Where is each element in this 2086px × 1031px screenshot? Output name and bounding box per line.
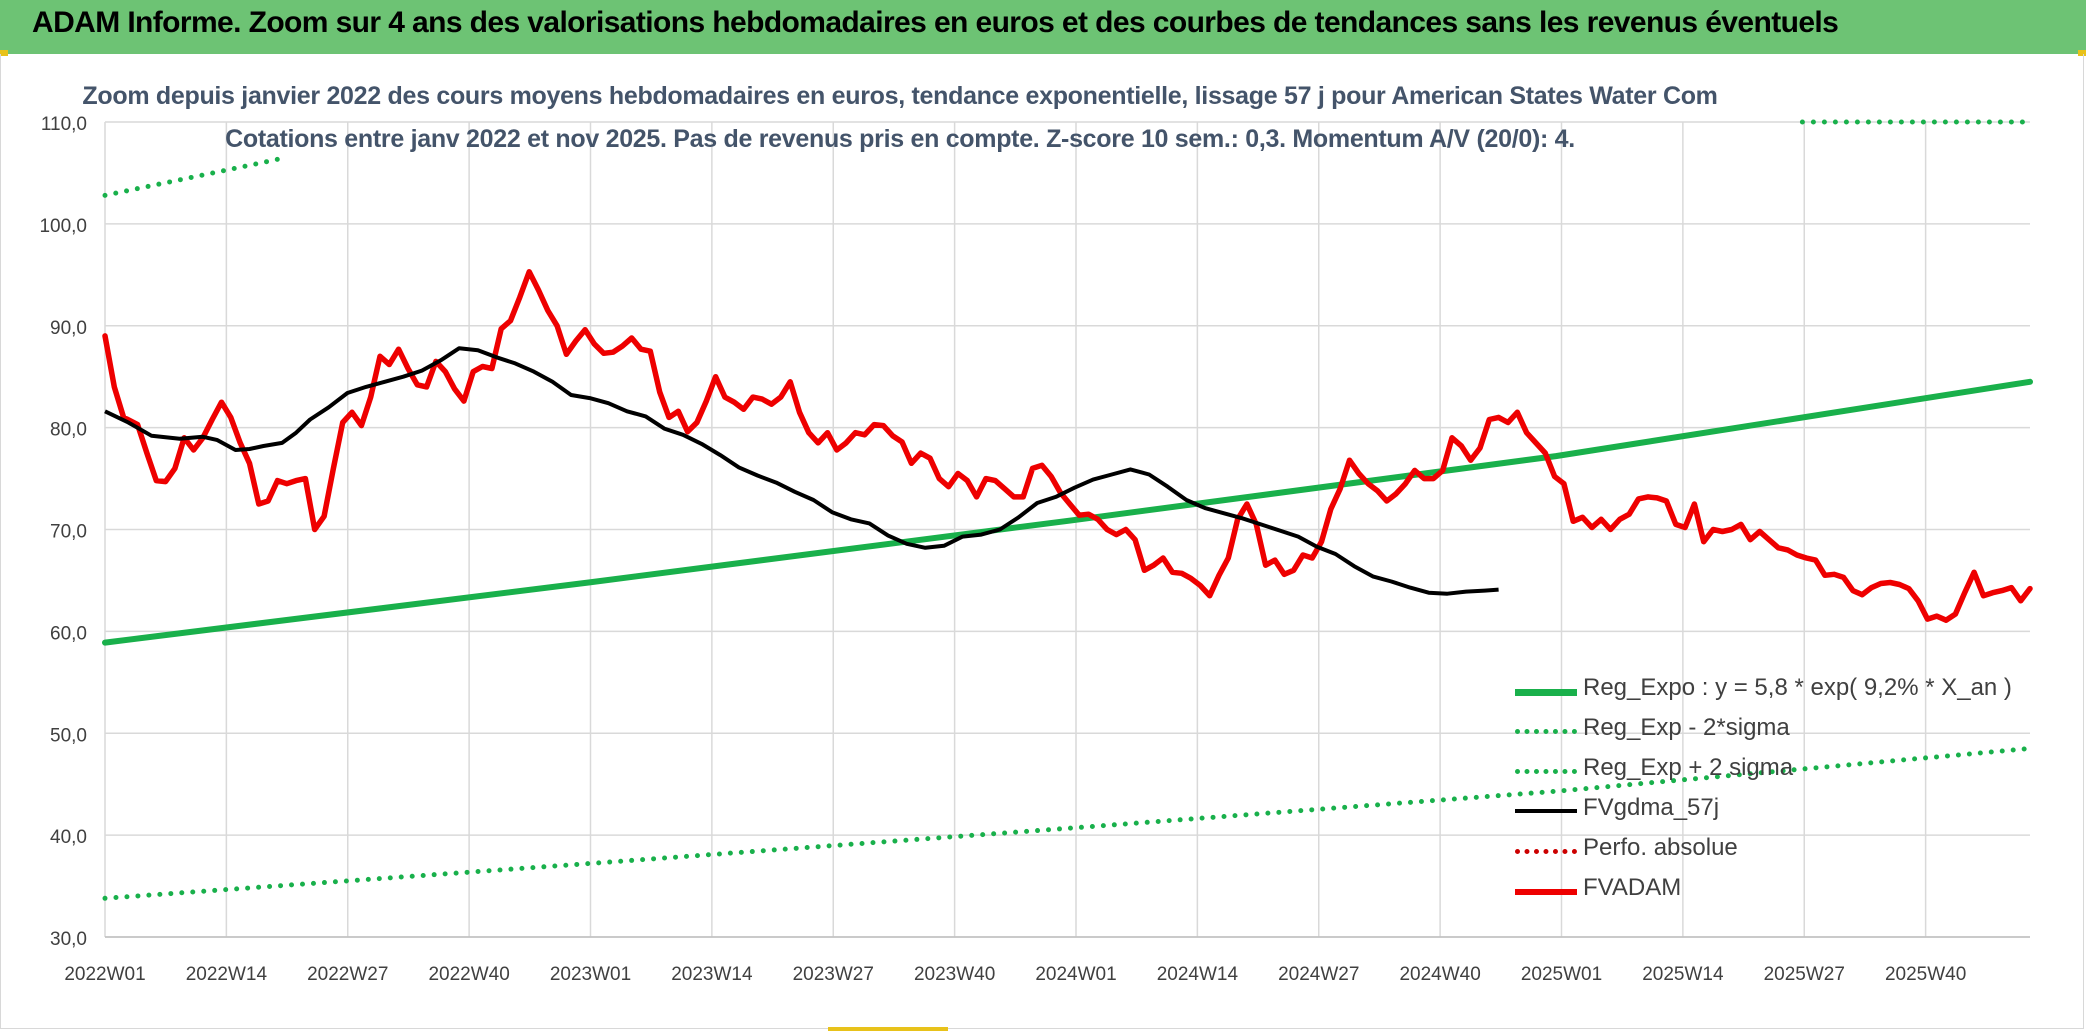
legend-label: Perfo. absolue <box>1583 834 1738 861</box>
y-tick-label: 50,0 <box>50 725 87 746</box>
legend-swatch <box>1515 769 1577 774</box>
legend-label: Reg_Exp + 2 sigma <box>1583 754 1794 781</box>
legend-swatch <box>1515 729 1577 734</box>
chart-frame <box>0 54 2084 1029</box>
x-tick-label: 2023W01 <box>550 964 631 985</box>
x-tick-label: 2024W01 <box>1035 964 1116 985</box>
legend-swatch <box>1515 689 1577 696</box>
report-title: ADAM Informe. Zoom sur 4 ans des valoris… <box>32 6 1839 39</box>
legend-label: Reg_Exp - 2*sigma <box>1583 714 1790 741</box>
chart-subtitle: Cotations entre janv 2022 et nov 2025. P… <box>225 125 1575 153</box>
banner-corner-right <box>2078 50 2086 56</box>
report-banner: ADAM Informe. Zoom sur 4 ans des valoris… <box>0 0 2086 54</box>
x-tick-label: 2024W27 <box>1278 964 1359 985</box>
series-reg-exp-minus-2sigma <box>102 746 2033 901</box>
y-tick-label: 110,0 <box>41 114 87 135</box>
x-tick-label: 2022W14 <box>186 964 268 985</box>
y-tick-label: 70,0 <box>50 522 87 543</box>
x-tick-label: 2022W40 <box>428 964 509 985</box>
x-tick-label: 2023W14 <box>671 964 753 985</box>
legend-label: FVgdma_57j <box>1583 794 1720 821</box>
series-fvadam <box>102 269 2033 623</box>
series-layer <box>102 119 2033 901</box>
x-tick-label: 2023W27 <box>793 964 874 985</box>
y-tick-label: 100,0 <box>39 216 87 237</box>
x-axis: 2022W01 2022W14 2022W27 2022W40 2023W01 2023W… <box>64 964 1966 985</box>
banner-corner-left <box>0 50 8 56</box>
legend-label: Reg_Expo : y = 5,8 * exp( 9,2% * X_an ) <box>1583 674 2012 701</box>
x-tick-label: 2025W14 <box>1642 964 1724 985</box>
y-tick-label: 80,0 <box>50 420 87 441</box>
y-tick-label: 60,0 <box>50 623 87 644</box>
x-tick-label: 2023W40 <box>914 964 995 985</box>
y-axis: 30,0 40,0 50,0 60,0 70,0 80,0 90,0 100,0 110,0 <box>39 114 87 950</box>
bottom-accent-bar <box>828 1027 948 1031</box>
x-tick-label: 2025W40 <box>1885 964 1966 985</box>
x-tick-label: 2022W01 <box>64 964 145 985</box>
series-reg-expo <box>102 378 2033 646</box>
x-tick-label: 2025W01 <box>1521 964 1602 985</box>
x-tick-label: 2024W14 <box>1157 964 1239 985</box>
chart-title: Zoom depuis janvier 2022 des cours moyen… <box>82 82 1718 110</box>
series-fvgdma-57j <box>104 346 1499 596</box>
x-tick-label: 2024W40 <box>1399 964 1480 985</box>
legend-swatch <box>1515 809 1577 813</box>
y-tick-label: 90,0 <box>50 318 87 339</box>
legend-label: FVADAM <box>1583 874 1682 901</box>
series-reg-exp-plus-2sigma <box>102 155 288 198</box>
grid-lines <box>104 121 2030 938</box>
x-tick-label: 2025W27 <box>1764 964 1845 985</box>
legend-swatch <box>1515 849 1577 854</box>
y-tick-label: 40,0 <box>50 827 87 848</box>
x-tick-label: 2022W27 <box>307 964 388 985</box>
legend-swatch <box>1515 889 1577 895</box>
y-tick-label: 30,0 <box>50 929 87 950</box>
